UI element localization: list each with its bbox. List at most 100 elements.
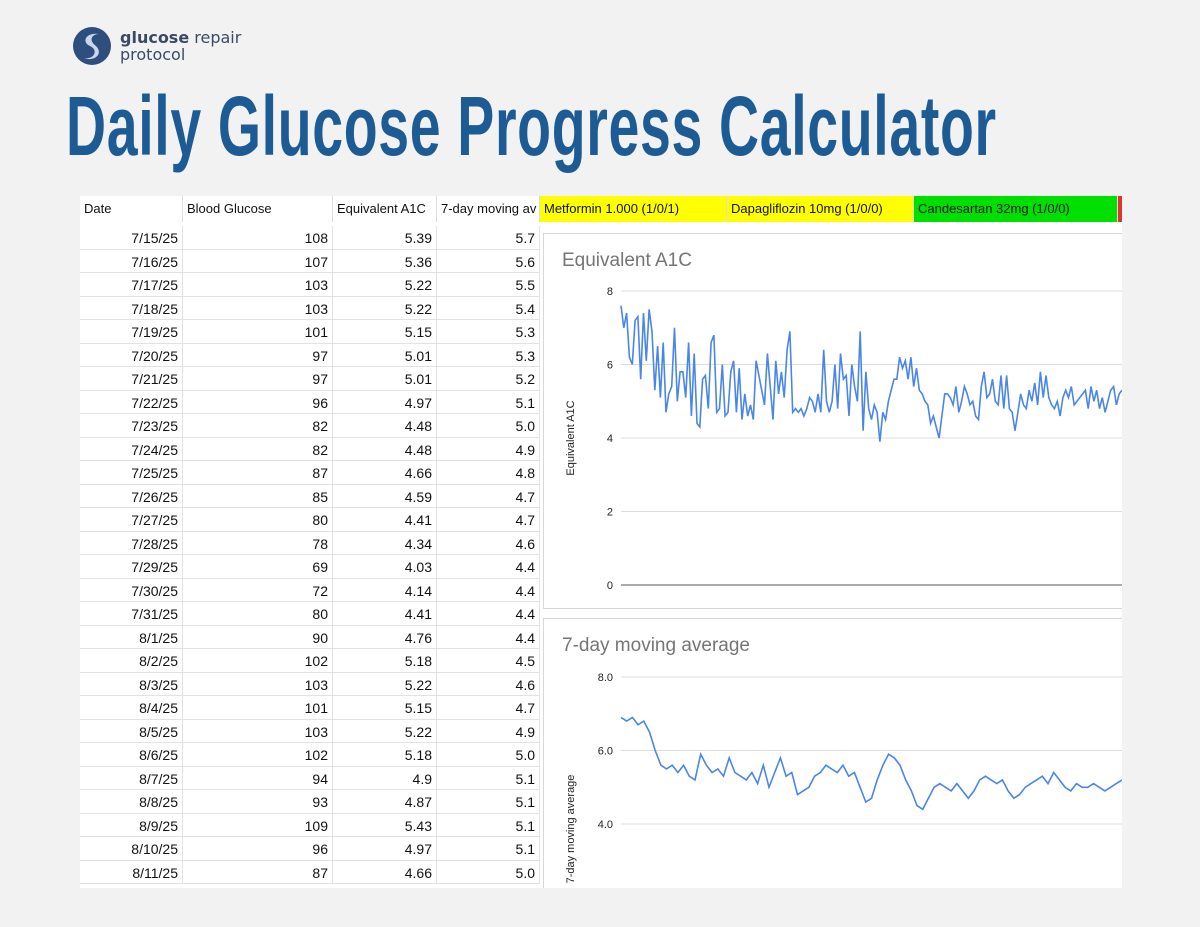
table-cell[interactable]: 4.03 xyxy=(333,555,437,578)
table-cell[interactable]: 7/18/25 xyxy=(80,296,183,319)
table-cell[interactable]: 4.9 xyxy=(437,719,540,742)
table-cell[interactable]: 7/29/25 xyxy=(80,555,183,578)
table-cell[interactable]: 4.7 xyxy=(437,696,540,719)
table-cell[interactable]: 5.15 xyxy=(333,320,437,343)
table-cell[interactable]: 5.22 xyxy=(333,672,437,695)
chart-equivalent-a1c[interactable]: Equivalent A1C 0 2 4 6 8 Equivalent A1C xyxy=(543,233,1122,609)
table-cell[interactable]: 80 xyxy=(183,508,333,531)
table-cell[interactable]: 82 xyxy=(183,437,333,460)
table-cell[interactable]: 7/28/25 xyxy=(80,531,183,554)
table-cell[interactable]: 7/31/25 xyxy=(80,602,183,625)
column-header[interactable]: Metformin 1.000 (1/0/1) xyxy=(540,196,727,222)
table-cell[interactable]: 72 xyxy=(183,578,333,601)
table-cell[interactable]: 8/4/25 xyxy=(80,696,183,719)
table-cell[interactable]: 102 xyxy=(183,743,333,766)
table-cell[interactable]: 87 xyxy=(183,860,333,883)
table-cell[interactable]: 4.4 xyxy=(437,555,540,578)
table-cell[interactable]: 78 xyxy=(183,531,333,554)
table-cell[interactable]: 4.7 xyxy=(437,484,540,507)
table-cell[interactable]: 4.7 xyxy=(437,508,540,531)
table-cell[interactable]: 4.5 xyxy=(437,649,540,672)
table-cell[interactable]: 4.66 xyxy=(333,461,437,484)
column-header[interactable]: Blood Glucose xyxy=(183,196,333,222)
table-cell[interactable]: 7/24/25 xyxy=(80,437,183,460)
table-cell[interactable]: 5.36 xyxy=(333,249,437,272)
table-cell[interactable]: 7/16/25 xyxy=(80,249,183,272)
table-cell[interactable]: 103 xyxy=(183,672,333,695)
table-cell[interactable]: 90 xyxy=(183,625,333,648)
table-cell[interactable]: 8/9/25 xyxy=(80,813,183,836)
table-cell[interactable]: 5.22 xyxy=(333,273,437,296)
column-header[interactable]: Dapagliflozin 10mg (1/0/0) xyxy=(727,196,914,222)
table-cell[interactable]: 5.01 xyxy=(333,343,437,366)
table-cell[interactable]: 69 xyxy=(183,555,333,578)
table-cell[interactable]: 8/6/25 xyxy=(80,743,183,766)
table-cell[interactable]: 7/26/25 xyxy=(80,484,183,507)
table-cell[interactable]: 5.4 xyxy=(437,296,540,319)
table-cell[interactable]: 103 xyxy=(183,296,333,319)
table-cell[interactable]: 5.43 xyxy=(333,813,437,836)
table-cell[interactable]: 8/10/25 xyxy=(80,837,183,860)
table-cell[interactable]: 7/27/25 xyxy=(80,508,183,531)
table-cell[interactable]: 4.76 xyxy=(333,625,437,648)
table-cell[interactable]: 103 xyxy=(183,719,333,742)
table-cell[interactable]: 103 xyxy=(183,273,333,296)
table-cell[interactable]: 4.4 xyxy=(437,602,540,625)
table-cell[interactable]: 5.1 xyxy=(437,390,540,413)
table-cell[interactable]: 85 xyxy=(183,484,333,507)
table-cell[interactable]: 4.48 xyxy=(333,414,437,437)
table-cell[interactable]: 4.14 xyxy=(333,578,437,601)
table-cell[interactable]: 5.18 xyxy=(333,743,437,766)
table-cell[interactable]: 7/20/25 xyxy=(80,343,183,366)
table-cell[interactable]: 5.6 xyxy=(437,249,540,272)
table-cell[interactable]: 4.6 xyxy=(437,531,540,554)
table-cell[interactable]: 4.8 xyxy=(437,461,540,484)
table-cell[interactable]: 7/30/25 xyxy=(80,578,183,601)
table-cell[interactable]: 101 xyxy=(183,696,333,719)
chart-moving-average[interactable]: 7-day moving average 4.0 6.0 8.0 7-day movi… xyxy=(543,618,1122,888)
table-cell[interactable]: 96 xyxy=(183,837,333,860)
table-cell[interactable]: 5.3 xyxy=(437,343,540,366)
table-cell[interactable]: 8/2/25 xyxy=(80,649,183,672)
table-cell[interactable]: 4.97 xyxy=(333,390,437,413)
table-cell[interactable]: 8/1/25 xyxy=(80,625,183,648)
table-cell[interactable]: 94 xyxy=(183,766,333,789)
table-cell[interactable]: 5.0 xyxy=(437,414,540,437)
table-cell[interactable]: 7/25/25 xyxy=(80,461,183,484)
column-header[interactable]: Date xyxy=(80,196,183,222)
table-cell[interactable]: 8/7/25 xyxy=(80,766,183,789)
table-cell[interactable]: 5.22 xyxy=(333,719,437,742)
table-cell[interactable]: 5.1 xyxy=(437,766,540,789)
table-cell[interactable]: 82 xyxy=(183,414,333,437)
table-cell[interactable]: 5.18 xyxy=(333,649,437,672)
table-cell[interactable]: 5.0 xyxy=(437,743,540,766)
table-cell[interactable]: 101 xyxy=(183,320,333,343)
table-cell[interactable]: 93 xyxy=(183,790,333,813)
table-cell[interactable]: 4.34 xyxy=(333,531,437,554)
table-cell[interactable]: 5.39 xyxy=(333,226,437,249)
table-cell[interactable]: 7/23/25 xyxy=(80,414,183,437)
table-cell[interactable]: 8/5/25 xyxy=(80,719,183,742)
table-cell[interactable]: 4.9 xyxy=(333,766,437,789)
table-cell[interactable]: 8/11/25 xyxy=(80,860,183,883)
table-cell[interactable]: 7/21/25 xyxy=(80,367,183,390)
column-header[interactable]: Equivalent A1C xyxy=(333,196,437,222)
table-cell[interactable]: 5.15 xyxy=(333,696,437,719)
table-cell[interactable]: 7/22/25 xyxy=(80,390,183,413)
table-cell[interactable]: 109 xyxy=(183,813,333,836)
table-cell[interactable]: 97 xyxy=(183,343,333,366)
table-cell[interactable]: 4.97 xyxy=(333,837,437,860)
table-cell[interactable]: 5.1 xyxy=(437,837,540,860)
table-cell[interactable]: 4.6 xyxy=(437,672,540,695)
column-header[interactable]: Candesartan 32mg (1/0/0) xyxy=(914,196,1118,222)
table-cell[interactable]: 4.66 xyxy=(333,860,437,883)
table-cell[interactable]: 80 xyxy=(183,602,333,625)
table-cell[interactable]: 4.4 xyxy=(437,578,540,601)
table-cell[interactable]: 4.4 xyxy=(437,625,540,648)
table-cell[interactable]: 96 xyxy=(183,390,333,413)
table-cell[interactable]: 4.41 xyxy=(333,602,437,625)
table-cell[interactable]: 97 xyxy=(183,367,333,390)
table-cell[interactable]: 8/3/25 xyxy=(80,672,183,695)
table-cell[interactable]: 5.1 xyxy=(437,790,540,813)
table-cell[interactable]: 5.22 xyxy=(333,296,437,319)
